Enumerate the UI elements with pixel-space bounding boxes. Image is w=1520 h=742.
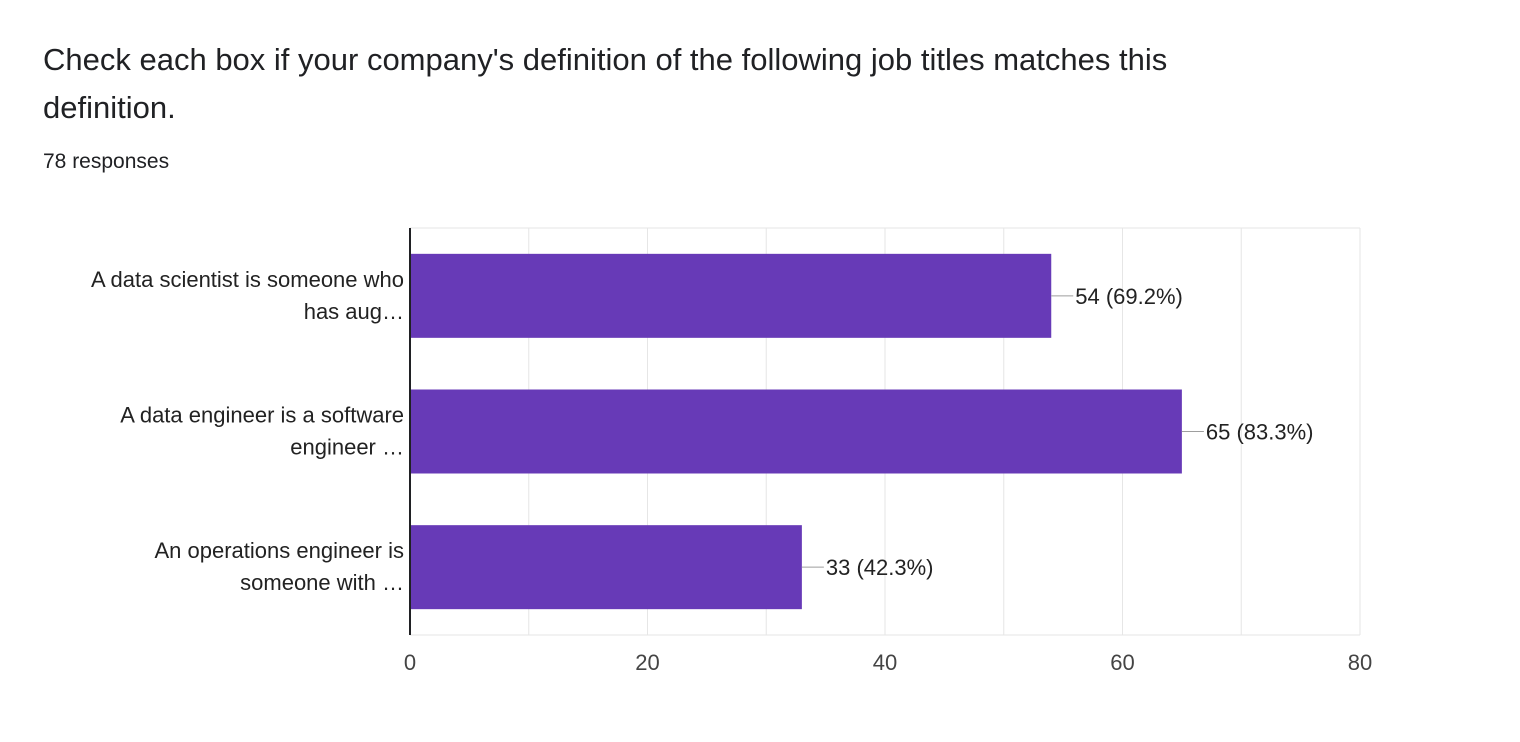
category-label: A data scientist is someone who bbox=[91, 267, 404, 292]
data-label: 54 (69.2%) bbox=[1075, 284, 1183, 309]
x-tick-label: 20 bbox=[635, 650, 659, 675]
category-label: has aug… bbox=[304, 299, 404, 324]
bar bbox=[410, 525, 802, 610]
response-count: 78 responses bbox=[43, 150, 170, 173]
data-label: 33 (42.3%) bbox=[826, 555, 934, 580]
x-tick-label: 80 bbox=[1348, 650, 1372, 675]
category-label: A data engineer is a software bbox=[120, 403, 404, 428]
x-tick-label: 0 bbox=[404, 650, 416, 675]
bar bbox=[410, 389, 1182, 474]
category-label: An operations engineer is bbox=[155, 538, 405, 563]
question-title: Check each box if your company's definit… bbox=[43, 42, 1168, 125]
x-tick-label: 60 bbox=[1110, 650, 1134, 675]
bar bbox=[410, 253, 1052, 338]
category-label: someone with … bbox=[240, 570, 404, 595]
data-label: 65 (83.3%) bbox=[1206, 420, 1314, 445]
category-label: engineer … bbox=[290, 435, 404, 460]
x-tick-label: 40 bbox=[873, 650, 897, 675]
